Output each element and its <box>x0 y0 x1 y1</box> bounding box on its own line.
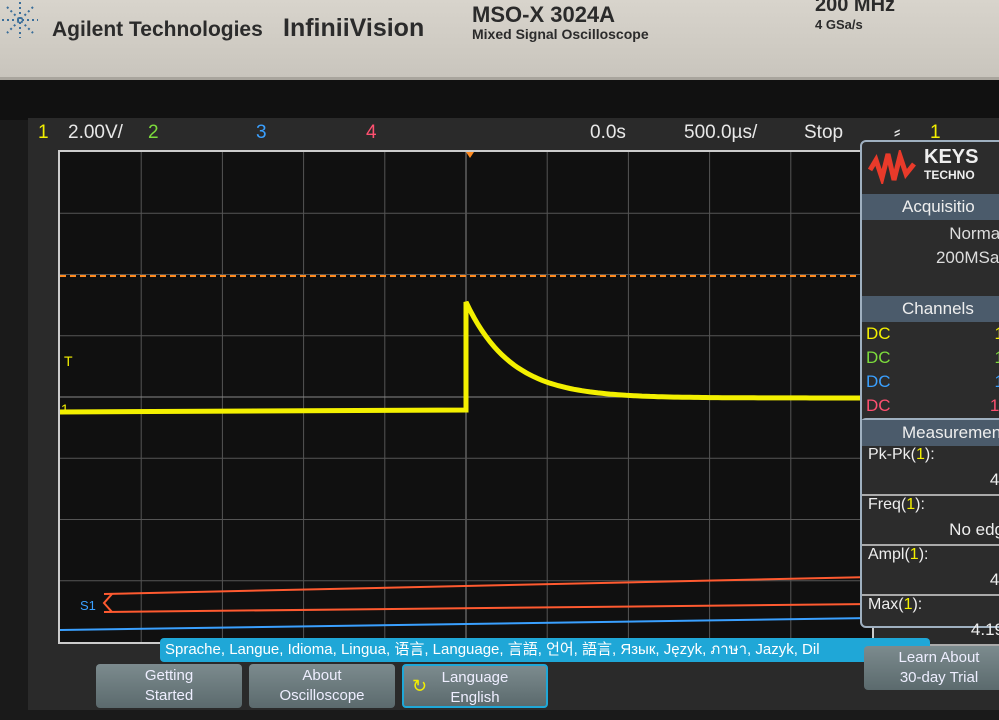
channel-coupling: DC <box>866 324 891 343</box>
series-name: InfiniiVision <box>283 14 425 42</box>
measurement-item[interactable]: Freq(1): No edg <box>862 496 999 546</box>
digital-s1-trace <box>102 577 872 612</box>
measurement-item[interactable]: Ampl(1):4. <box>862 546 999 596</box>
ch2-label[interactable]: 2 <box>148 122 159 143</box>
measurement-label: Pk-Pk( <box>868 446 916 463</box>
trigger-level-marker[interactable]: T <box>64 353 73 369</box>
trigger-source[interactable]: 1 <box>930 122 941 143</box>
language-tooltip: Sprache, Langue, Idioma, Lingua, 语言, Lan… <box>160 638 930 662</box>
measurements-panel: Measurement Pk-Pk(1):4.Freq(1):No edgAmp… <box>860 418 999 646</box>
measurement-value: 4.19 <box>862 620 999 646</box>
channel-scale: 1 <box>995 324 999 344</box>
sample-rate: 4 GSa/s <box>815 17 863 32</box>
acquisition-mode: Normal <box>949 224 999 243</box>
channel-row[interactable]: DC 1 <box>862 370 999 394</box>
ch1-scale[interactable]: 2.00V/ <box>68 122 123 143</box>
ch1-label[interactable]: 1 <box>38 122 49 143</box>
agilent-spark-logo-icon <box>2 2 38 38</box>
rotate-knob-icon: ↻ <box>412 676 428 696</box>
measurement-item[interactable]: Max(1):4.19 <box>862 596 999 646</box>
acquisition-rate: 200MSa/ <box>935 248 999 267</box>
bandwidth: 200 MHz <box>815 0 896 16</box>
digital-s1-marker: S1 <box>80 598 96 613</box>
measurements-header[interactable]: Measurement <box>862 420 999 446</box>
status-bar: 1 2.00V/ 2 3 4 0.0s 500.0µs/ Stop ⸗ 1 <box>28 118 999 148</box>
model-description: Mixed Signal Oscilloscope <box>472 26 649 42</box>
digital-s1-low <box>103 603 873 613</box>
measurement-value: No edg <box>862 520 999 546</box>
bezel-shadow <box>0 80 999 120</box>
rising-edge-icon: ⸗ <box>894 122 901 143</box>
measurement-label: Ampl( <box>868 546 910 563</box>
measurement-source: 1 <box>903 596 913 613</box>
brand-name: Agilent Technologies <box>52 18 263 41</box>
measurement-source: 1 <box>916 446 925 463</box>
measurement-item[interactable]: Pk-Pk(1):4. <box>862 446 999 496</box>
ch3-label[interactable]: 3 <box>256 122 267 143</box>
model-name: MSO-X 3024A <box>472 2 616 27</box>
learn-trial-softkey[interactable]: Learn About 30-day Trial <box>864 646 999 690</box>
getting-started-softkey[interactable]: Getting Started <box>96 664 242 708</box>
digital-s1-edge <box>102 593 113 613</box>
digital-s1-high <box>103 576 873 595</box>
channel-scale: 1 <box>995 348 999 368</box>
trigger-position-marker <box>466 152 474 158</box>
channel-coupling: DC <box>866 372 891 391</box>
ch1-ground-marker[interactable]: 1 <box>61 401 69 417</box>
channel-coupling: DC <box>866 348 891 367</box>
keysight-logo: KEYS TECHNO <box>862 142 999 194</box>
language-softkey[interactable]: ↻ Language English <box>402 664 548 708</box>
channels-header[interactable]: Channels <box>862 296 999 322</box>
ch4-label[interactable]: 4 <box>366 122 377 143</box>
channel-row[interactable]: DC 1 <box>862 322 999 346</box>
measurement-value: 4. <box>862 470 999 496</box>
channel-row[interactable]: DC 1. <box>862 394 999 418</box>
timebase[interactable]: 500.0µs/ <box>684 122 758 143</box>
run-state[interactable]: Stop <box>804 122 844 143</box>
measurement-label: Max( <box>868 596 904 613</box>
keysight-wave-icon <box>868 150 916 184</box>
ch3-trace <box>59 617 873 631</box>
waveform-grid[interactable] <box>58 150 874 644</box>
measurement-source: 1 <box>906 496 916 513</box>
channel-scale: 1 <box>995 372 999 392</box>
channel-row[interactable]: DC 1 <box>862 346 999 370</box>
horizontal-delay[interactable]: 0.0s <box>590 122 626 143</box>
acquisition-header[interactable]: Acquisitio <box>862 194 999 220</box>
measurement-source: 1 <box>909 546 919 563</box>
measurement-value: 4. <box>862 570 999 596</box>
about-oscilloscope-softkey[interactable]: About Oscilloscope <box>249 664 395 708</box>
channel-coupling: DC <box>866 396 891 415</box>
waveform-display <box>59 152 873 642</box>
measurement-label: Freq( <box>868 496 907 513</box>
channel-scale: 1. <box>989 396 999 415</box>
scope-screen: 1 2.00V/ 2 3 4 0.0s 500.0µs/ Stop ⸗ 1 T … <box>28 118 999 710</box>
instrument-bezel: Agilent Technologies InfiniiVision MSO-X… <box>0 0 999 80</box>
ch1-trace <box>59 300 870 415</box>
